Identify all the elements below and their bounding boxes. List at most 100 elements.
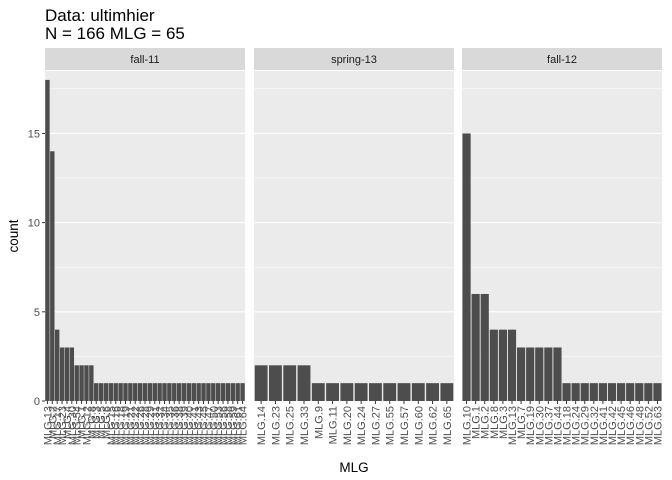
x-tick-label: MLG.12: [81, 406, 93, 445]
bar: [206, 383, 211, 401]
bar: [426, 383, 439, 401]
bar: [517, 347, 526, 401]
x-tick-label: MLG.8: [86, 406, 98, 439]
x-tick-label: MLG.3: [91, 406, 103, 439]
bar: [196, 383, 201, 401]
x-tick-label: MLG.31: [150, 406, 162, 445]
bar: [383, 383, 397, 401]
x-tick-label: MLG.41: [598, 406, 610, 445]
x-tick-label: MLG.43: [194, 406, 206, 445]
bar: [108, 383, 114, 401]
bar: [617, 383, 626, 401]
facet-strip-label: fall-12: [547, 54, 577, 66]
bar: [440, 383, 454, 401]
bar: [240, 383, 245, 401]
x-tick-label: MLG.60: [413, 406, 425, 445]
y-tick-label: 10: [28, 218, 40, 230]
x-tick-label: MLG.22: [130, 406, 142, 445]
bar: [133, 383, 138, 401]
bar: [89, 365, 94, 401]
bar: [162, 383, 167, 401]
bar: [535, 347, 544, 401]
bar: [230, 383, 235, 401]
facet-strip-label: fall-11: [130, 54, 159, 66]
bar: [269, 365, 282, 401]
bar: [397, 383, 411, 401]
bar: [626, 383, 635, 401]
bar: [64, 347, 70, 401]
y-tick-label: 15: [28, 128, 40, 140]
facet-panels: fall-11MLG.13MLG.2MLG.17MLG.23MLG.4MLG.3…: [42, 48, 664, 445]
bar: [507, 329, 517, 401]
x-axis-title: MLG: [339, 460, 368, 475]
x-tick-label: MLG.42: [607, 406, 619, 445]
x-tick-label: MLG.7: [516, 406, 528, 439]
bar: [571, 383, 580, 401]
x-tick-label: MLG.19: [525, 406, 537, 445]
x-tick-label: MLG.39: [179, 406, 191, 445]
x-tick-label: MLG.50: [208, 406, 220, 445]
bar: [553, 347, 562, 401]
bar: [186, 383, 192, 401]
x-tick-label: MLG.62: [428, 406, 440, 445]
bar: [489, 329, 498, 401]
bar: [181, 383, 187, 401]
bar: [142, 383, 148, 401]
x-tick-label: MLG.15: [106, 406, 118, 445]
bar: [580, 383, 589, 401]
panel-background: [45, 71, 245, 401]
x-tick-label: MLG.3: [498, 406, 510, 439]
bar: [297, 365, 311, 401]
bar: [607, 383, 617, 401]
bar: [635, 383, 644, 401]
bar: [74, 365, 79, 401]
bar: [225, 383, 231, 401]
x-tick-label: MLG.45: [199, 406, 211, 445]
x-tick-label: MLG.4: [62, 406, 74, 439]
x-tick-label: MLG.18: [562, 406, 574, 445]
bar: [167, 383, 172, 401]
bar: [113, 383, 118, 401]
facet-strip: [45, 48, 245, 70]
x-tick-label: MLG.25: [285, 406, 297, 445]
facet-strip: [254, 48, 454, 70]
bar: [589, 383, 598, 401]
bar: [118, 383, 123, 401]
x-tick-label: MLG.20: [342, 406, 354, 445]
x-tick-label: MLG.41: [189, 406, 201, 445]
x-tick-label: MLG.9: [313, 406, 325, 439]
x-tick-label: MLG.58: [223, 406, 235, 445]
bar: [544, 347, 553, 401]
facet-strip-label: spring-13: [331, 54, 377, 66]
x-tick-label: MLG.34: [160, 406, 172, 445]
x-tick-label: MLG.14: [256, 406, 268, 445]
panel-background: [254, 71, 454, 401]
bar: [59, 347, 65, 401]
x-tick-label: MLG.6: [101, 406, 113, 439]
bar: [55, 329, 60, 401]
x-tick-label: MLG.23: [270, 406, 282, 445]
x-tick-label: MLG.24: [571, 406, 583, 445]
chart-title-line-1: Data: ultimhier: [45, 6, 155, 25]
x-tick-label: MLG.27: [370, 406, 382, 445]
bar: [94, 383, 99, 401]
bar: [326, 383, 339, 401]
bar: [211, 383, 216, 401]
bar: [462, 133, 471, 401]
bar: [562, 383, 571, 401]
x-tick-label: MLG.23: [57, 406, 69, 445]
x-tick-label: MLG.24: [356, 406, 368, 445]
bar: [152, 383, 157, 401]
bar: [45, 79, 50, 402]
x-tick-label: MLG.57: [399, 406, 411, 445]
facet-strip: [462, 48, 662, 70]
bar: [254, 365, 268, 401]
bar: [220, 383, 226, 401]
bar: [653, 383, 662, 401]
facet-fall-12: fall-12MLG.10MLG.1MLG.2MLG.8MLG.3MLG.13M…: [462, 48, 664, 445]
x-tick-label: MLG.61: [233, 406, 245, 445]
x-tick-label: MLG.46: [625, 406, 637, 445]
x-tick-label: MLG.10: [462, 406, 474, 445]
